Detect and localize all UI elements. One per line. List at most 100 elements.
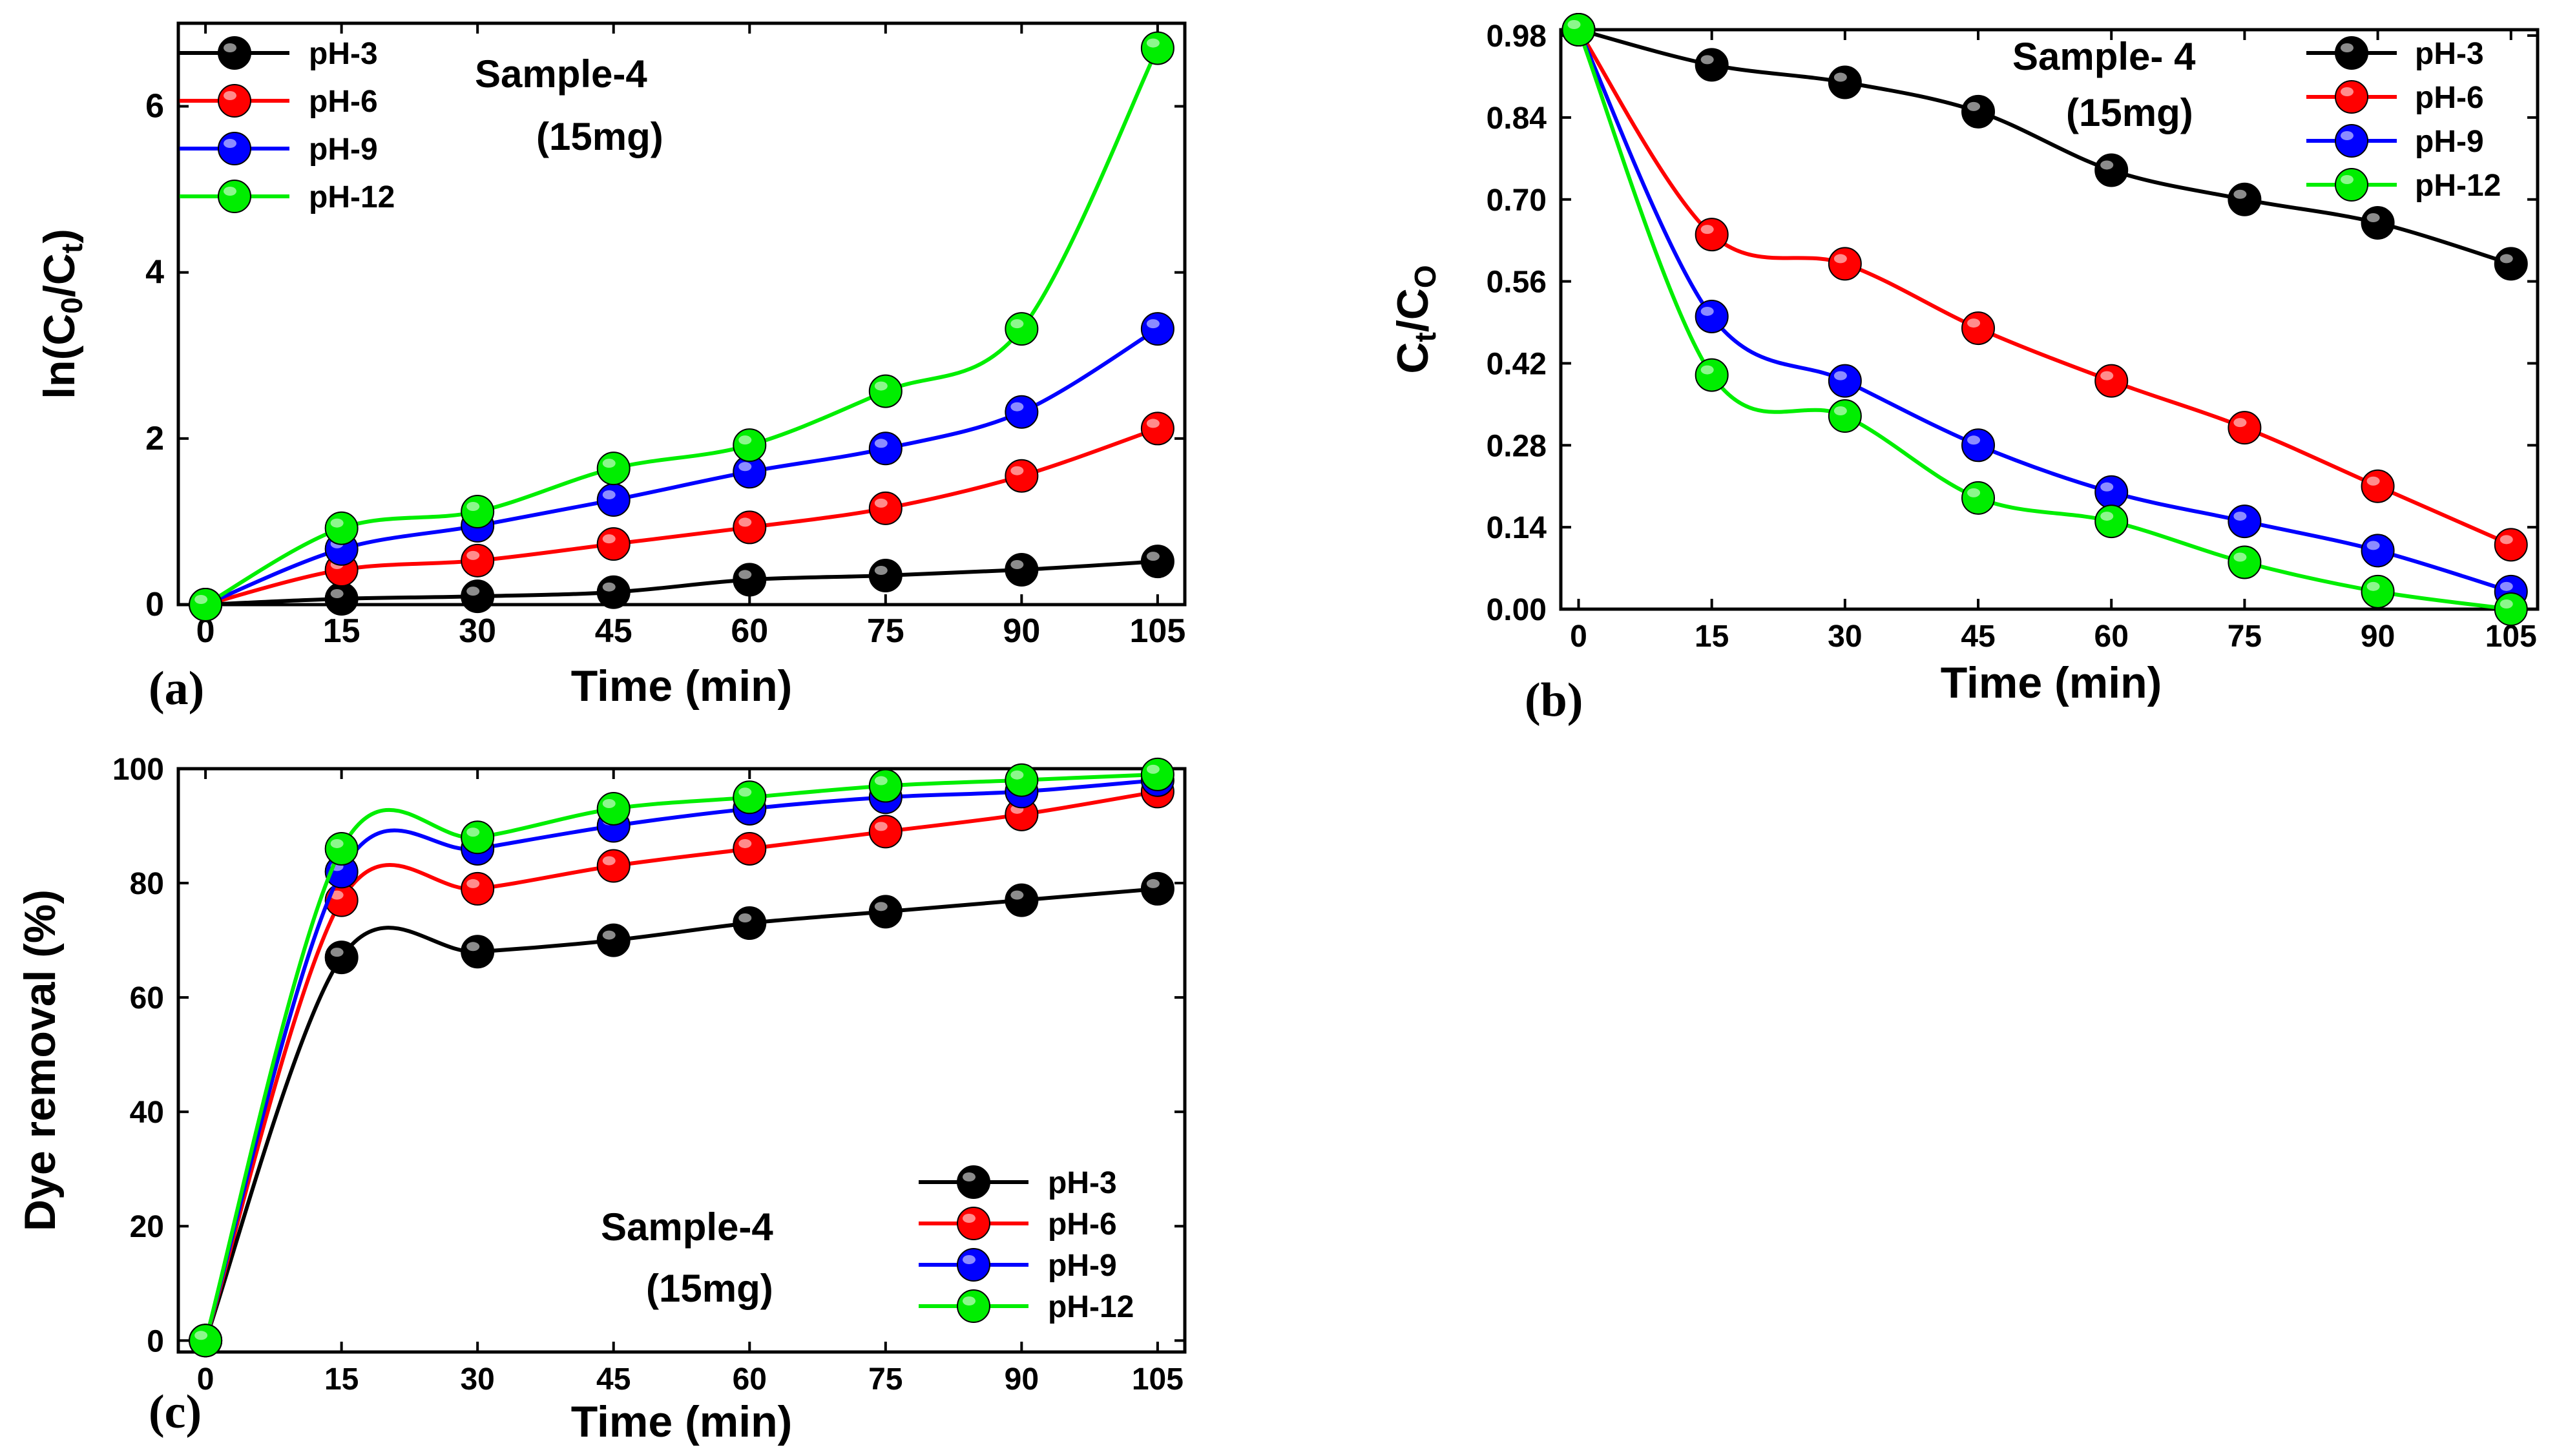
y-axis-label-part: /C [35, 253, 84, 297]
series-pH-12 [189, 31, 1174, 621]
data-point-highlight [738, 838, 752, 848]
data-point-highlight [194, 595, 208, 604]
data-point-highlight [2100, 512, 2114, 521]
data-point-highlight [1010, 466, 1024, 475]
data-point [461, 579, 495, 614]
data-point [2094, 475, 2129, 509]
data-point-highlight [602, 534, 616, 544]
data-point-highlight [2366, 541, 2380, 550]
data-point-highlight [738, 570, 752, 579]
legend-label: pH-12 [1048, 1290, 1134, 1324]
data-point-highlight [2500, 535, 2513, 545]
legend-marker-highlight [224, 91, 236, 100]
data-point-highlight [466, 827, 480, 837]
data-point [1828, 247, 1862, 281]
data-point-highlight [602, 459, 616, 468]
data-point-highlight [602, 490, 616, 499]
data-point-highlight [1700, 365, 1714, 375]
data-point-highlight [2500, 599, 2513, 608]
data-point [1695, 48, 1729, 82]
data-point-highlight [1833, 371, 1847, 380]
data-point-highlight [466, 587, 480, 596]
legend-marker [957, 1207, 990, 1240]
y-tick-label: 0 [145, 586, 164, 623]
data-point [2361, 574, 2395, 608]
legend-marker-highlight [963, 1296, 976, 1305]
data-point [733, 906, 767, 941]
y-axis-label-part: t [55, 244, 89, 253]
data-point-highlight [1833, 72, 1847, 82]
data-point [1005, 395, 1039, 429]
y-tick-label: 0.84 [1487, 101, 1547, 136]
y-tick-label: 0.98 [1487, 19, 1547, 54]
data-point-highlight [874, 439, 888, 448]
series-pH-9 [1561, 13, 2528, 608]
data-point-highlight [1967, 488, 1981, 497]
data-point [2361, 469, 2395, 503]
data-point-highlight [602, 930, 616, 940]
data-point-highlight [330, 890, 344, 900]
data-point [596, 575, 631, 609]
y-tick-label: 0.42 [1487, 347, 1547, 381]
data-point [1140, 545, 1174, 579]
data-point-highlight [738, 787, 752, 797]
data-point [1828, 364, 1862, 398]
x-tick-label: 15 [323, 612, 360, 650]
data-point-highlight [874, 822, 888, 831]
data-point [596, 452, 631, 486]
data-point-highlight [874, 902, 888, 911]
data-point [461, 543, 495, 577]
chart-a: 0 15 30 45 60 75 90 105 0 2 4 6 pH-3 pH-6 pH-9 pH-12 Sam… [35, 21, 1187, 715]
y-tick-label: 2 [145, 420, 164, 457]
legend-marker-highlight [963, 1172, 976, 1181]
legend-label: pH-9 [2415, 125, 2484, 159]
data-point-highlight [2366, 213, 2380, 222]
legend-label: pH-6 [2415, 81, 2484, 115]
y-tick-label: 6 [145, 88, 164, 125]
data-point-highlight [2500, 254, 2513, 264]
data-point-highlight [1010, 560, 1024, 569]
legend-marker-highlight [2341, 43, 2353, 52]
panel-label: (a) [149, 662, 204, 715]
x-axis-label: Time (min) [1941, 658, 2162, 707]
data-point-highlight [1146, 879, 1160, 888]
legend-marker-highlight [963, 1255, 976, 1264]
legend-label: pH-12 [309, 180, 395, 214]
plot-frame [176, 21, 1187, 607]
data-point-highlight [602, 798, 616, 808]
data-point [2094, 504, 2129, 539]
legend-marker [2335, 168, 2368, 202]
data-point [1695, 299, 1729, 333]
panel-label: (b) [1525, 674, 1583, 727]
legend-marker [2335, 124, 2368, 158]
x-axis-label: Time (min) [571, 661, 793, 711]
data-point [461, 935, 495, 969]
data-point [461, 871, 495, 906]
chart-subtitle: (15mg) [2066, 91, 2193, 134]
data-point-highlight [1010, 319, 1024, 329]
data-point [2494, 247, 2528, 281]
legend-label: pH-3 [2415, 37, 2484, 71]
data-point-highlight [1700, 306, 1714, 316]
data-point [2094, 153, 2129, 187]
x-tick-label: 105 [1132, 1362, 1184, 1397]
legend-marker [218, 180, 251, 213]
legend: pH-3 pH-6 pH-9 pH-12 [2306, 36, 2501, 203]
legend-marker [218, 132, 251, 165]
y-tick-label: 0.14 [1487, 511, 1547, 545]
data-point [2228, 545, 2262, 579]
x-tick-label: 90 [1003, 612, 1040, 650]
data-point [596, 849, 631, 883]
data-point [1140, 871, 1174, 906]
data-point [324, 941, 359, 975]
data-point [2228, 411, 2262, 445]
data-point-highlight [738, 517, 752, 527]
y-axis-label-part: ln(C [35, 314, 84, 399]
data-point [596, 791, 631, 826]
x-tick-label: 0 [1570, 619, 1587, 654]
legend-label: pH-9 [1048, 1249, 1117, 1283]
data-point-highlight [1700, 225, 1714, 234]
data-point [596, 527, 631, 561]
legend-marker [218, 36, 251, 70]
